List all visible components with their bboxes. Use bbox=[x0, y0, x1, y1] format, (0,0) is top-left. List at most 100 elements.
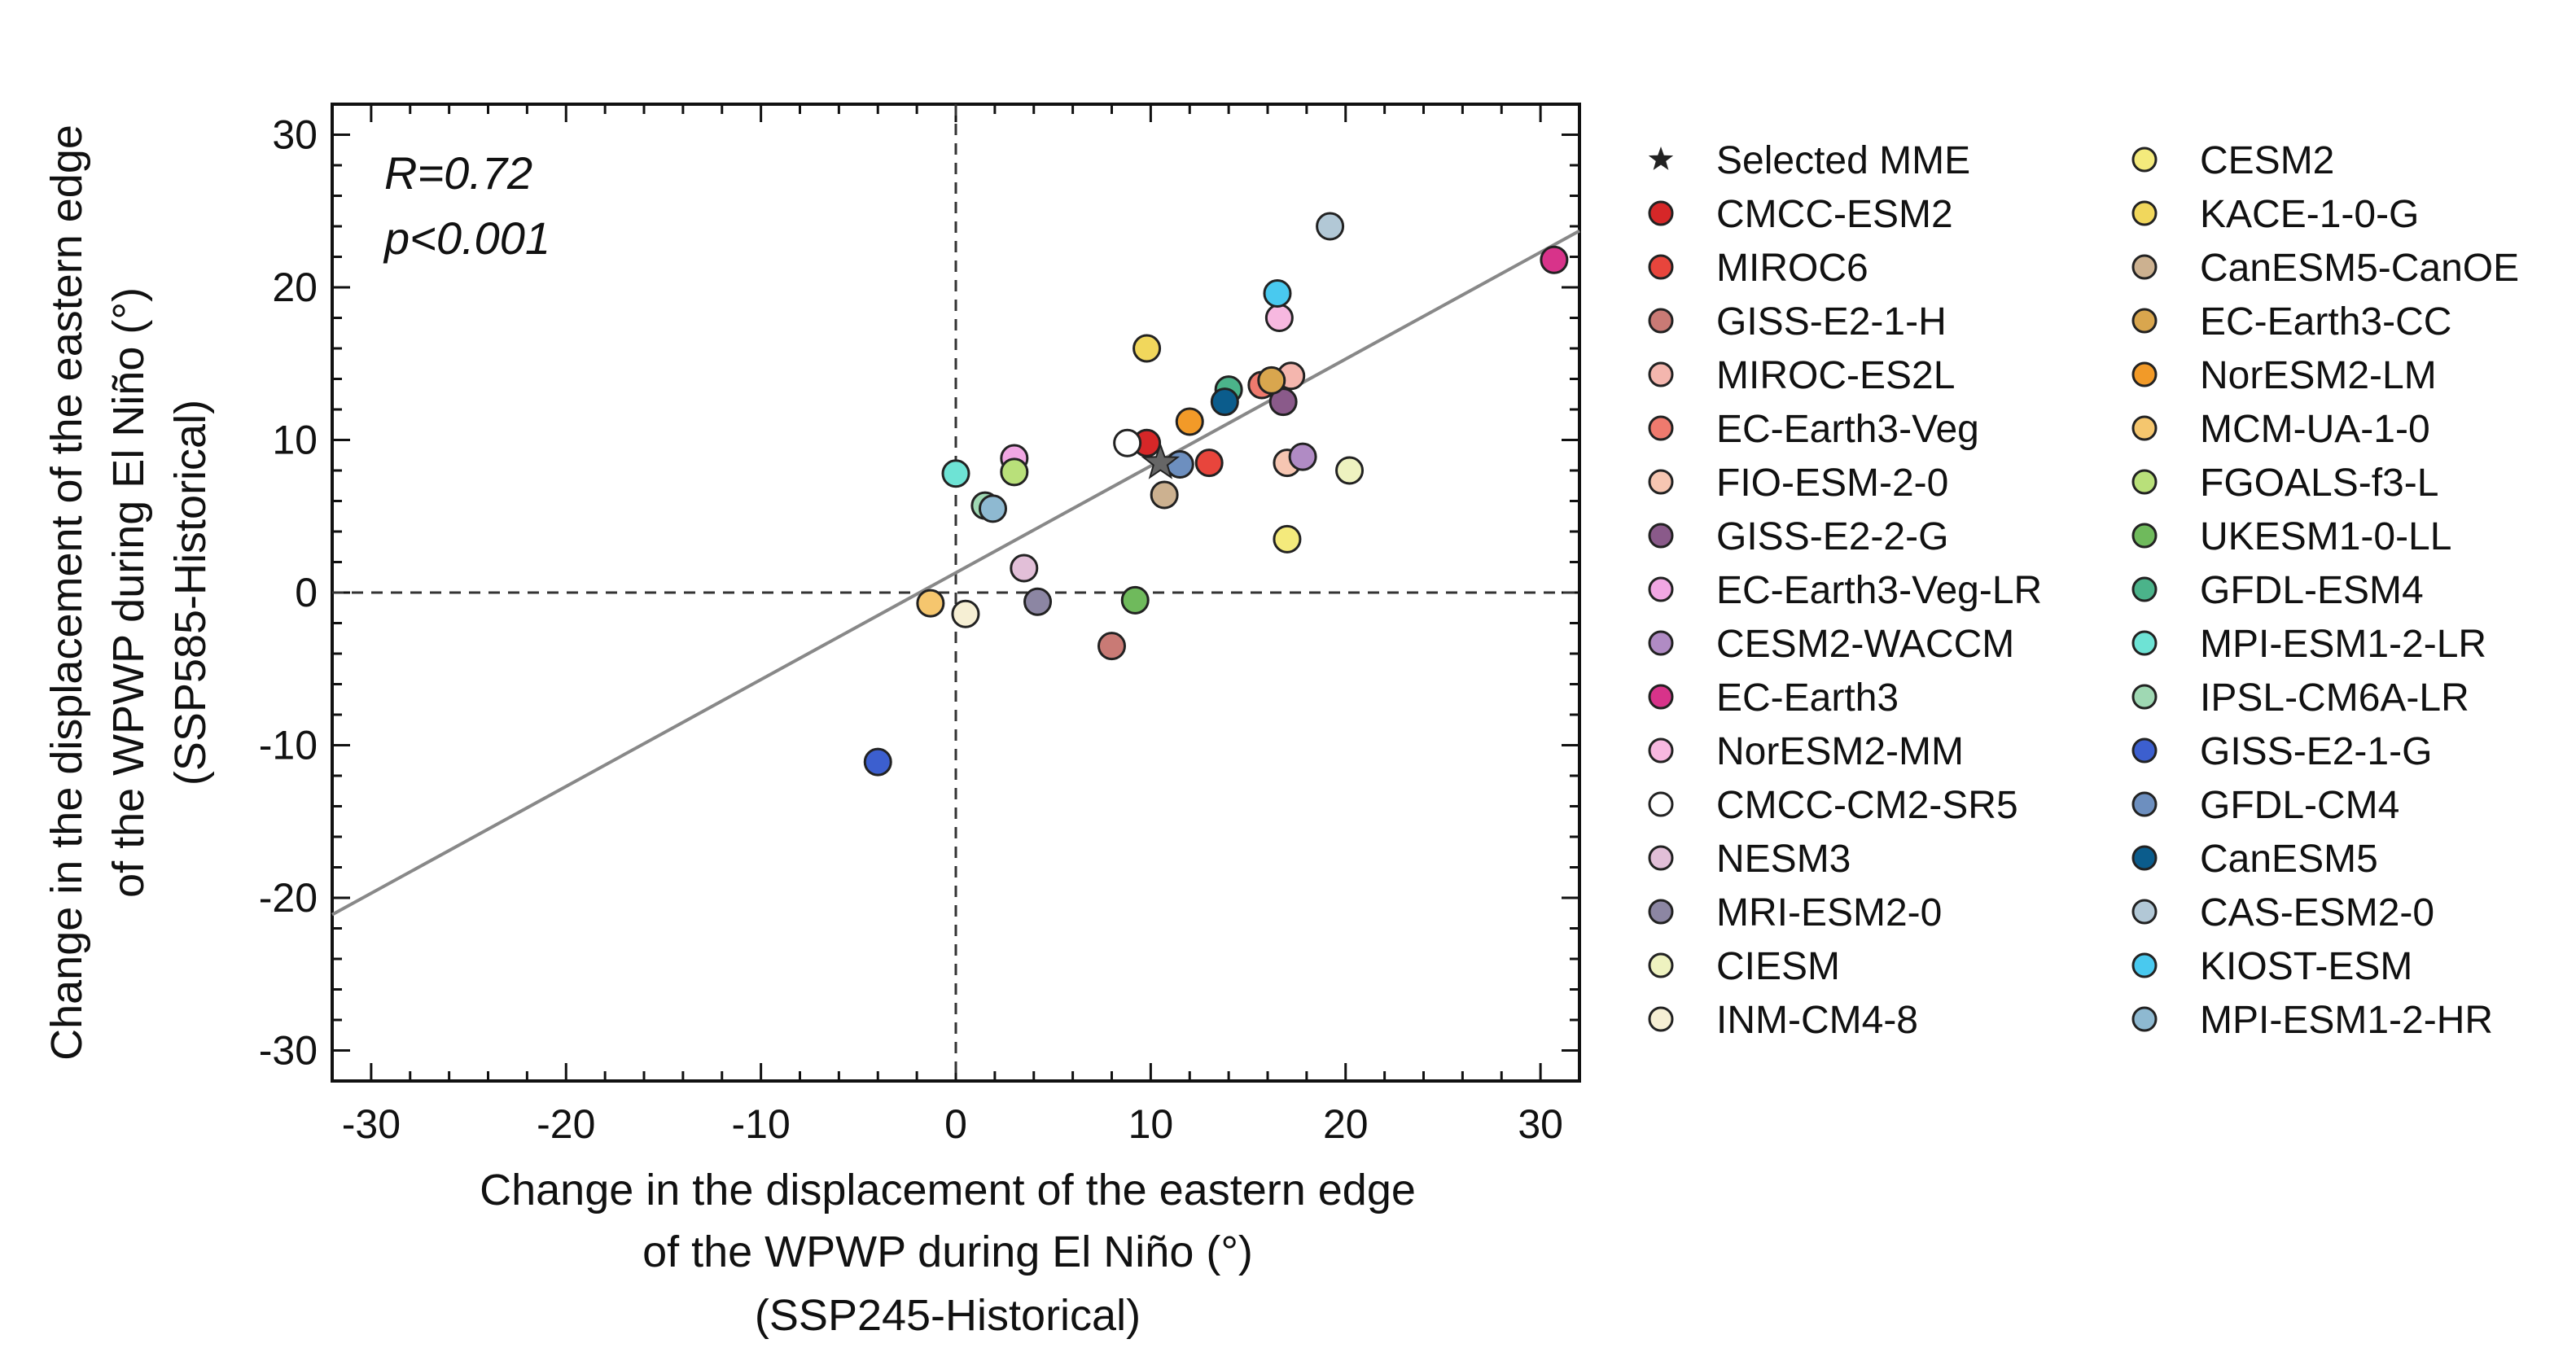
x-tick-label: 20 bbox=[1323, 1101, 1369, 1147]
data-point bbox=[916, 589, 945, 618]
x-tick-label: 10 bbox=[1128, 1101, 1174, 1147]
legend-marker bbox=[2131, 469, 2158, 495]
x-axis-label-line-1: Change in the displacement of the easter… bbox=[480, 1166, 1416, 1214]
legend-marker bbox=[1648, 952, 1674, 978]
data-point bbox=[951, 599, 980, 628]
data-point bbox=[1257, 365, 1286, 395]
y-tick-label: 30 bbox=[272, 112, 318, 158]
legend-marker bbox=[1648, 899, 1674, 925]
data-point bbox=[978, 494, 1007, 523]
p-value-label: p<0.001 bbox=[383, 212, 550, 264]
x-tick-label: 0 bbox=[944, 1101, 967, 1147]
y-tick-label: 0 bbox=[295, 570, 318, 615]
legend: Selected MME CMCC-ESM2 MIROC6 GISS-E2-1-H MI… bbox=[1648, 139, 2519, 1042]
data-point bbox=[1150, 480, 1179, 510]
legend-label: MCM-UA-1-0 bbox=[2200, 408, 2430, 451]
legend-marker bbox=[1648, 845, 1674, 871]
y-axis-label-line-2: of the WPWP during El Niño (°) bbox=[104, 287, 153, 898]
legend-label: EC-Earth3-Veg-LR bbox=[1716, 569, 2042, 612]
legend-label: MPI-ESM1-2-LR bbox=[2200, 623, 2486, 666]
x-tick-label: -20 bbox=[537, 1101, 595, 1147]
legend-label: MIROC-ES2L bbox=[1716, 354, 1955, 397]
legend-marker bbox=[1648, 791, 1674, 817]
legend-label: GISS-E2-2-G bbox=[1716, 515, 1948, 558]
data-point bbox=[1316, 212, 1345, 241]
legend-label: MRI-ESM2-0 bbox=[1716, 891, 1942, 934]
legend-marker bbox=[2131, 899, 2158, 925]
legend-label: CMCC-ESM2 bbox=[1716, 193, 1953, 236]
legend-marker bbox=[2131, 147, 2158, 173]
x-tick-label: 30 bbox=[1518, 1101, 1563, 1147]
mme-star-point bbox=[1141, 442, 1181, 479]
legend-marker bbox=[1648, 308, 1674, 334]
y-tick-label: 20 bbox=[272, 265, 318, 310]
legend-marker bbox=[1648, 254, 1674, 280]
x-axis-ticks: -30 -20 -10 0 10 20 30 bbox=[331, 104, 1581, 1147]
data-point bbox=[863, 747, 892, 777]
legend-label: GFDL-ESM4 bbox=[2200, 569, 2424, 612]
legend-marker bbox=[2131, 576, 2158, 602]
data-point bbox=[1288, 442, 1317, 471]
legend-label: CAS-ESM2-0 bbox=[2200, 891, 2434, 934]
legend-label: GISS-E2-1-G bbox=[2200, 730, 2432, 773]
legend-label: MPI-ESM1-2-HR bbox=[2200, 999, 2493, 1042]
legend-label: KIOST-ESM bbox=[2200, 945, 2412, 988]
y-axis-ticks: -30 -20 -10 0 10 20 30 bbox=[259, 103, 1579, 1083]
y-axis-label-line-3: (SSP585-Historical) bbox=[166, 400, 215, 786]
y-tick-label: -20 bbox=[259, 875, 318, 921]
data-point bbox=[1165, 450, 1194, 479]
legend-label: CESM2 bbox=[2200, 139, 2334, 182]
legend-marker bbox=[2131, 308, 2158, 334]
legend-marker bbox=[2131, 523, 2158, 549]
legend-marker bbox=[2131, 952, 2158, 978]
data-point bbox=[1132, 334, 1162, 363]
legend-label: Selected MME bbox=[1716, 139, 1970, 182]
legend-marker bbox=[1648, 1006, 1674, 1032]
legend-marker bbox=[2131, 254, 2158, 280]
legend-label: CIESM bbox=[1716, 945, 1840, 988]
legend-label: INM-CM4-8 bbox=[1716, 999, 1918, 1042]
regression-line bbox=[331, 229, 1580, 917]
legend-label: EC-Earth3 bbox=[1716, 676, 1899, 720]
y-tick-label: 10 bbox=[272, 418, 318, 463]
x-axis-label-line-3: (SSP245-Historical) bbox=[755, 1291, 1141, 1340]
legend-marker bbox=[1648, 737, 1674, 764]
legend-marker bbox=[2131, 845, 2158, 871]
legend-marker bbox=[2131, 361, 2158, 387]
data-point bbox=[1010, 554, 1039, 583]
legend-label: KACE-1-0-G bbox=[2200, 193, 2419, 236]
data-point bbox=[1264, 304, 1294, 332]
legend-marker bbox=[2131, 200, 2158, 226]
legend-label: CMCC-CM2-SR5 bbox=[1716, 784, 2018, 827]
data-point bbox=[1268, 387, 1298, 417]
legend-label: EC-Earth3-CC bbox=[2200, 300, 2451, 344]
legend-marker bbox=[1648, 630, 1674, 656]
legend-label: EC-Earth3-Veg bbox=[1716, 408, 1979, 451]
r-value-label: R=0.72 bbox=[384, 147, 532, 199]
legend-marker bbox=[1648, 469, 1674, 495]
data-point bbox=[1210, 387, 1239, 417]
data-point bbox=[1263, 279, 1292, 308]
data-point bbox=[1335, 456, 1365, 485]
data-point bbox=[1097, 632, 1126, 661]
legend-marker bbox=[1648, 684, 1674, 710]
legend-label: CESM2-WACCM bbox=[1716, 623, 2014, 666]
regression-line-group bbox=[331, 229, 1580, 917]
legend-label: UKESM1-0-LL bbox=[2200, 515, 2451, 558]
data-point bbox=[1540, 245, 1569, 274]
data-point bbox=[1023, 587, 1053, 616]
legend-label: CanESM5-CanOE bbox=[2200, 247, 2519, 290]
legend-label: IPSL-CM6A-LR bbox=[2200, 676, 2469, 720]
legend-marker bbox=[2131, 415, 2158, 441]
legend-marker bbox=[2131, 791, 2158, 817]
data-point bbox=[1113, 428, 1142, 457]
legend-label: NorESM2-LM bbox=[2200, 354, 2437, 397]
legend-marker bbox=[2131, 630, 2158, 656]
data-point bbox=[1273, 524, 1302, 554]
data-point bbox=[1120, 585, 1150, 615]
legend-label: NorESM2-MM bbox=[1716, 730, 1964, 773]
data-point bbox=[1000, 457, 1029, 487]
legend-marker bbox=[1648, 523, 1674, 549]
data-point bbox=[1194, 449, 1224, 478]
